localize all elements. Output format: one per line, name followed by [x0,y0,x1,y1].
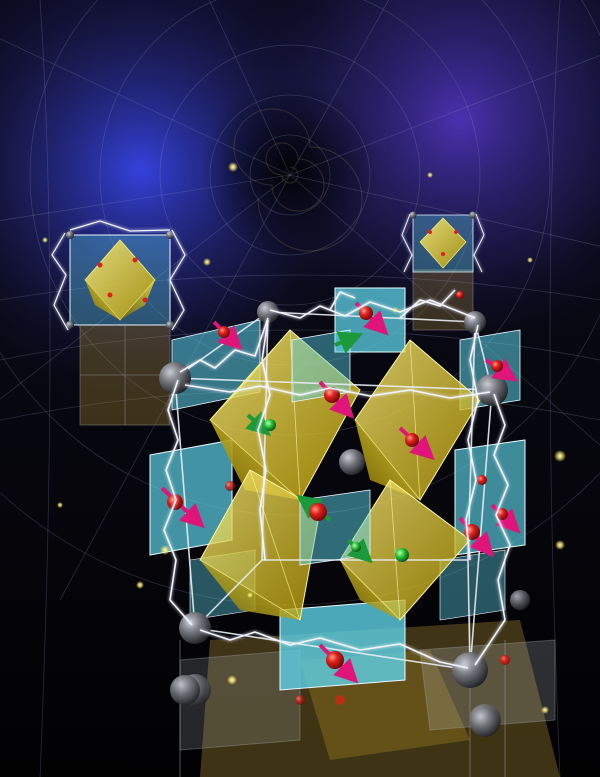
main-lattice [149,287,530,737]
small-lattice-left [51,220,186,426]
spiral [233,108,363,252]
sparks [42,162,566,714]
lightning-arc-icon [163,289,511,669]
dark-core [200,80,380,260]
